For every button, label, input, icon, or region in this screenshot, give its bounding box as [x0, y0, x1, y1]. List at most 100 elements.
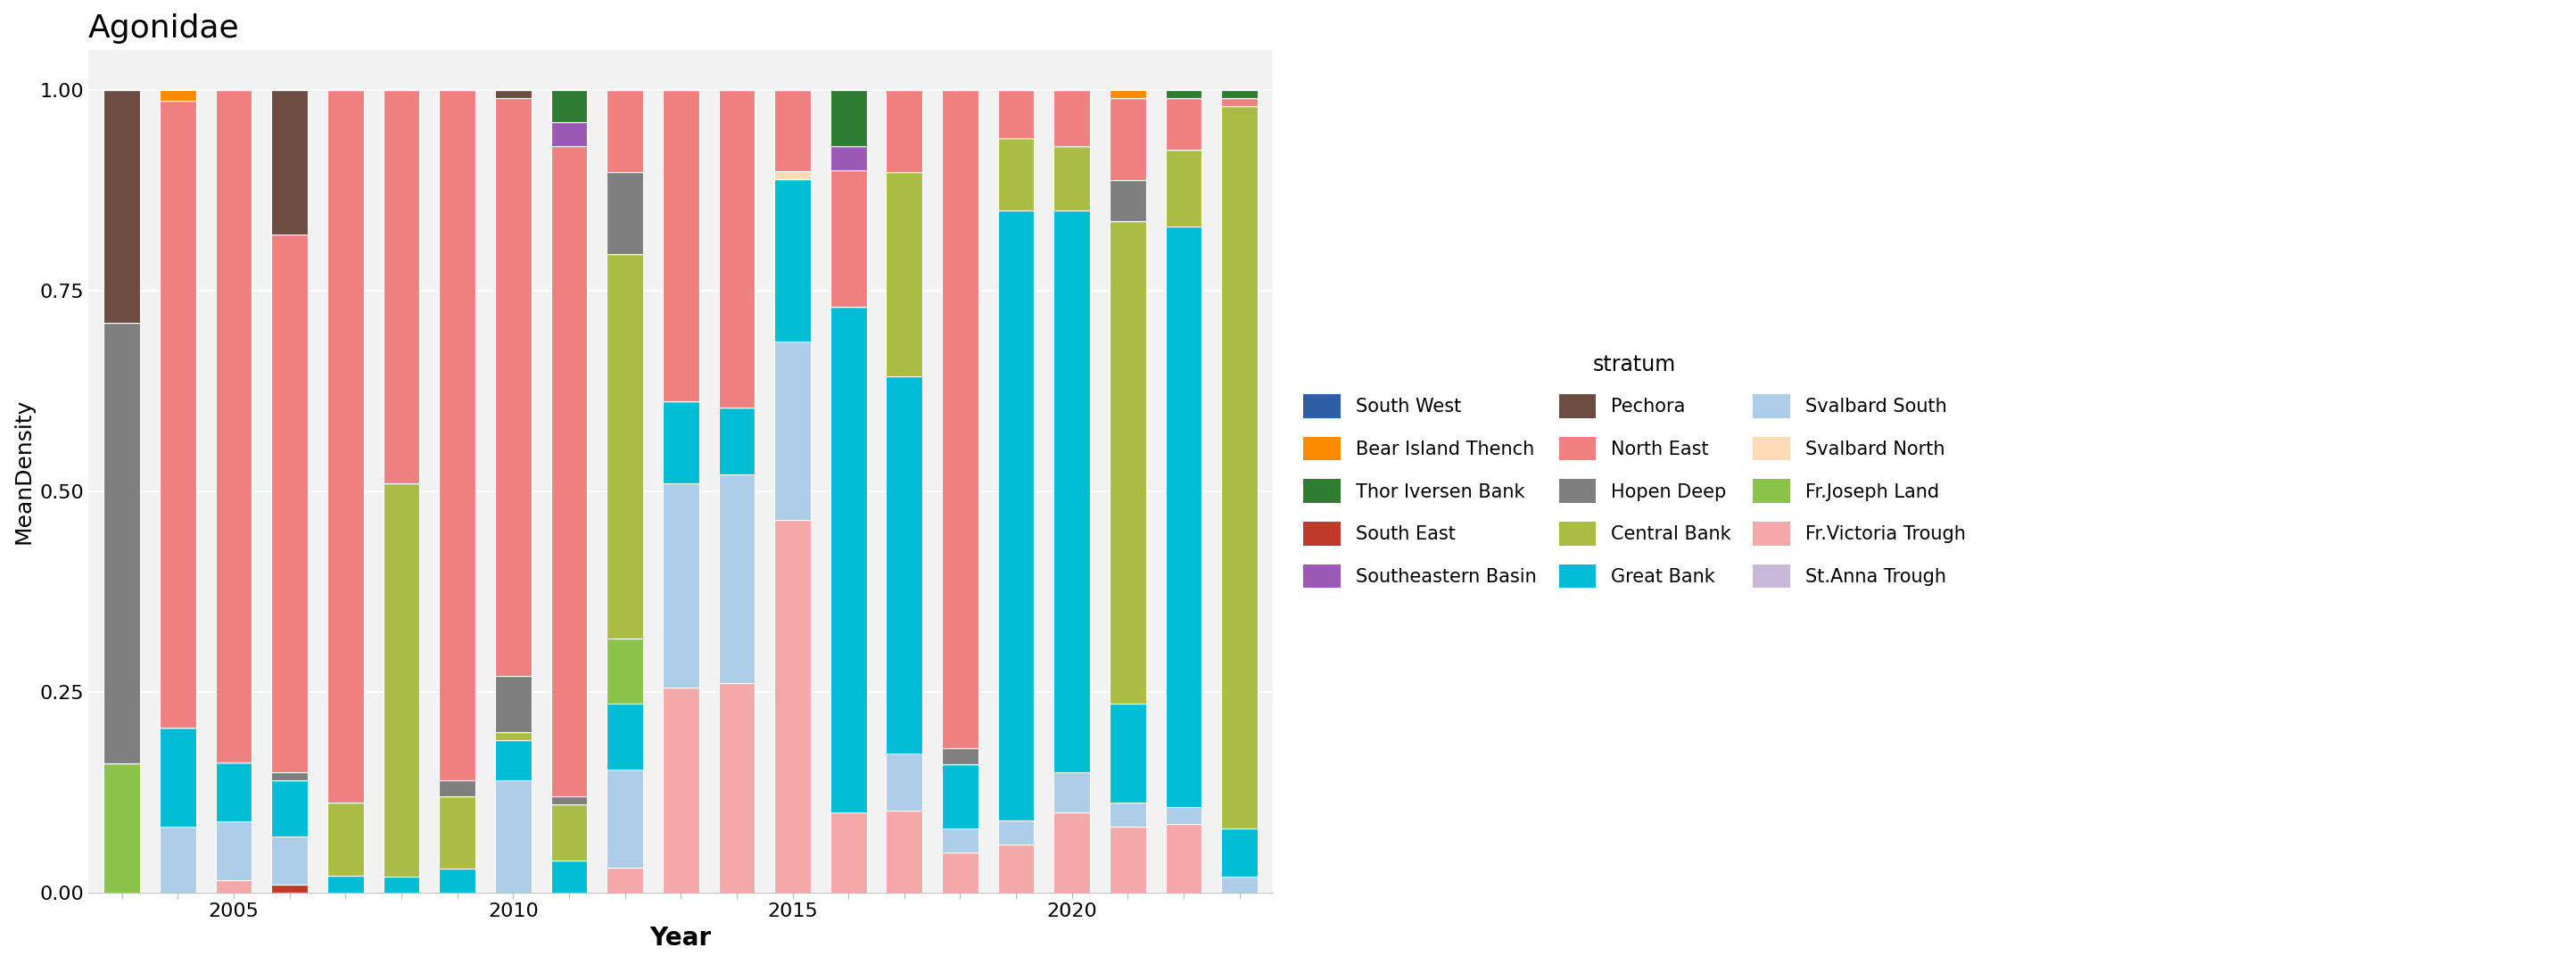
- Bar: [1221, 876, 1257, 893]
- Y-axis label: MeanDensity: MeanDensity: [13, 398, 36, 544]
- Bar: [270, 836, 307, 884]
- Bar: [551, 90, 587, 122]
- Bar: [775, 90, 811, 171]
- Bar: [1221, 98, 1257, 106]
- Bar: [1164, 824, 1203, 893]
- X-axis label: Year: Year: [649, 925, 711, 951]
- Bar: [160, 90, 196, 101]
- Bar: [1221, 828, 1257, 876]
- Text: Agonidae: Agonidae: [88, 13, 240, 43]
- Bar: [608, 868, 644, 893]
- Bar: [775, 341, 811, 520]
- Bar: [829, 307, 866, 812]
- Bar: [327, 876, 363, 893]
- Bar: [1110, 98, 1146, 180]
- Bar: [1054, 812, 1090, 893]
- Bar: [160, 728, 196, 826]
- Bar: [719, 90, 755, 408]
- Bar: [216, 821, 252, 880]
- Bar: [103, 90, 139, 323]
- Bar: [943, 852, 979, 893]
- Bar: [719, 474, 755, 683]
- Bar: [327, 802, 363, 876]
- Bar: [775, 171, 811, 179]
- Bar: [997, 138, 1033, 210]
- Bar: [719, 408, 755, 474]
- Bar: [829, 90, 866, 147]
- Bar: [886, 377, 922, 753]
- Bar: [719, 683, 755, 893]
- Bar: [495, 98, 531, 676]
- Bar: [886, 811, 922, 893]
- Bar: [1164, 90, 1203, 98]
- Bar: [270, 234, 307, 772]
- Bar: [495, 740, 531, 780]
- Bar: [997, 210, 1033, 820]
- Bar: [160, 826, 196, 893]
- Bar: [775, 520, 811, 893]
- Bar: [495, 780, 531, 893]
- Bar: [270, 90, 307, 234]
- Bar: [997, 820, 1033, 844]
- Bar: [662, 401, 698, 483]
- Bar: [270, 884, 307, 893]
- Bar: [886, 753, 922, 811]
- Bar: [438, 90, 477, 780]
- Bar: [551, 122, 587, 147]
- Bar: [1221, 90, 1257, 98]
- Bar: [384, 483, 420, 876]
- Bar: [216, 763, 252, 821]
- Bar: [495, 676, 531, 732]
- Bar: [608, 172, 644, 254]
- Bar: [1110, 827, 1146, 893]
- Bar: [1110, 704, 1146, 802]
- Bar: [1054, 147, 1090, 210]
- Bar: [384, 90, 420, 483]
- Bar: [1110, 802, 1146, 827]
- Bar: [551, 796, 587, 804]
- Bar: [1110, 90, 1146, 98]
- Bar: [103, 323, 139, 763]
- Bar: [551, 860, 587, 893]
- Bar: [1054, 772, 1090, 812]
- Bar: [495, 732, 531, 740]
- Bar: [662, 687, 698, 893]
- Bar: [327, 90, 363, 802]
- Bar: [608, 638, 644, 704]
- Bar: [270, 772, 307, 780]
- Bar: [943, 828, 979, 852]
- Bar: [1164, 98, 1203, 149]
- Bar: [216, 880, 252, 893]
- Legend: South West, Bear Island Thench, Thor Iversen Bank, South East, Southeastern Basi: South West, Bear Island Thench, Thor Ive…: [1293, 345, 1976, 598]
- Bar: [1110, 221, 1146, 704]
- Bar: [608, 254, 644, 638]
- Bar: [551, 147, 587, 796]
- Bar: [886, 90, 922, 172]
- Bar: [608, 769, 644, 868]
- Bar: [886, 172, 922, 377]
- Bar: [829, 812, 866, 893]
- Bar: [1164, 227, 1203, 807]
- Bar: [943, 748, 979, 763]
- Bar: [662, 483, 698, 687]
- Bar: [829, 147, 866, 171]
- Bar: [997, 90, 1033, 138]
- Bar: [829, 171, 866, 307]
- Bar: [1164, 149, 1203, 227]
- Bar: [438, 780, 477, 796]
- Bar: [1054, 210, 1090, 772]
- Bar: [608, 704, 644, 769]
- Bar: [270, 780, 307, 836]
- Bar: [384, 876, 420, 893]
- Bar: [160, 101, 196, 728]
- Bar: [997, 844, 1033, 893]
- Bar: [775, 179, 811, 341]
- Bar: [943, 763, 979, 828]
- Bar: [1221, 106, 1257, 828]
- Bar: [662, 90, 698, 401]
- Bar: [438, 796, 477, 869]
- Bar: [495, 90, 531, 98]
- Bar: [103, 763, 139, 893]
- Bar: [551, 804, 587, 860]
- Bar: [943, 90, 979, 748]
